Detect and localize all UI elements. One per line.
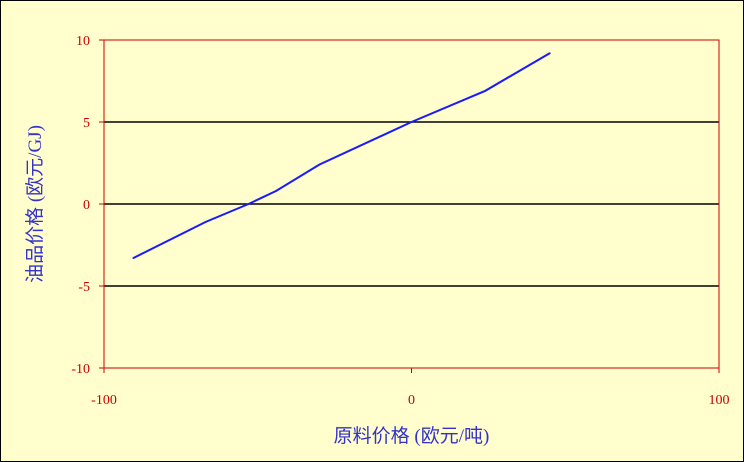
x-tick-labels: -100 0 100 (91, 368, 730, 408)
y-tick-label-0: 10 (76, 34, 90, 49)
data-point-0-3 (275, 190, 278, 192)
data-point-0-7 (549, 52, 551, 54)
x-tick-label-2: 100 (709, 393, 730, 408)
data-point-0-0 (132, 257, 135, 259)
x-axis-label: 原料价格 (欧元/吨) (334, 425, 490, 447)
data-point-0-6 (484, 90, 487, 92)
data-point-0-4 (318, 163, 321, 166)
y-tick-labels: 10 5 0 -5 -10 (71, 34, 104, 377)
y-axis-label: 油品价格 (欧元/GJ) (24, 125, 46, 283)
data-point-0-2 (247, 203, 250, 205)
series-line-0 (132, 52, 551, 259)
y-tick-label-2: 0 (83, 198, 90, 213)
x-tick-label-1: 0 (408, 393, 415, 408)
data-point-0-1 (204, 221, 207, 223)
series-group (132, 52, 551, 259)
grid-lines (104, 121, 719, 287)
x-tick-label-0: -100 (91, 393, 117, 408)
y-tick-label-1: 5 (83, 116, 90, 131)
y-tick-label-4: -10 (71, 362, 90, 377)
y-tick-label-3: -5 (78, 280, 90, 295)
data-point-0-5 (410, 121, 413, 123)
